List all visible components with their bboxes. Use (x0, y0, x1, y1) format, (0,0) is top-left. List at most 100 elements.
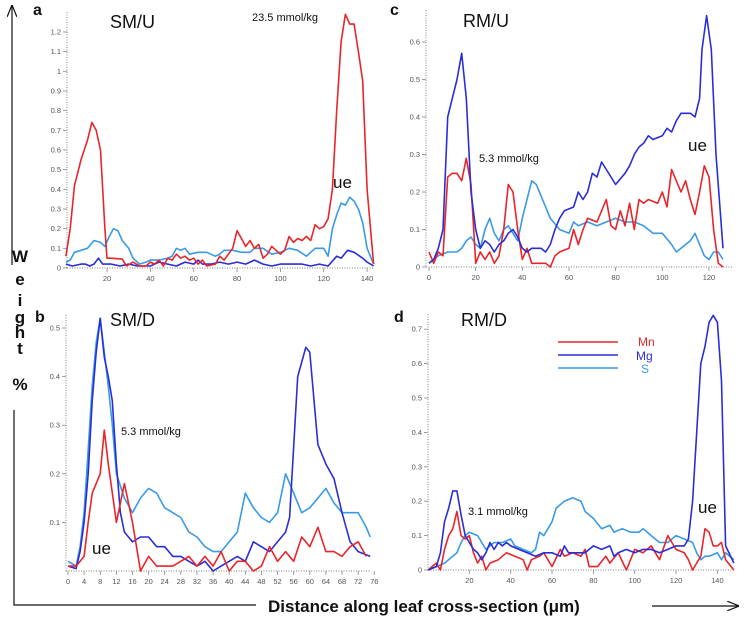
x-tick-label: 48 (257, 577, 265, 586)
y-tick-label: 0.6 (51, 145, 61, 154)
x-tick-label: 140 (711, 576, 724, 585)
y-tick-label: 0.5 (412, 394, 422, 403)
y-tick-label: 0.4 (50, 372, 60, 381)
y-tick-label: 0.2 (50, 469, 60, 478)
y-tick-label: 0.4 (412, 428, 422, 437)
y-tick-label: 0.4 (51, 185, 61, 194)
x-tick-label: 60 (190, 274, 198, 283)
x-tick-label: 40 (225, 577, 233, 586)
legend: Mn Mg S (558, 335, 655, 376)
y-axis-title: W e i g h t % (12, 247, 29, 394)
x-axis-title: Distance along leaf cross-section (μm) (268, 597, 580, 616)
x-tick-label: 20 (471, 273, 479, 282)
y-tick-label: 0.2 (412, 497, 422, 506)
x-tick-label: 44 (241, 577, 249, 586)
y-tick-label: 0.1 (50, 518, 60, 527)
x-tick-label: 12 (112, 577, 120, 586)
x-tick-label: 40 (507, 576, 515, 585)
ue-label-a: ue (333, 173, 352, 192)
y-tick-label: 0.6 (412, 359, 422, 368)
legend-label-s: S (641, 362, 649, 376)
series-line-mn (68, 429, 367, 572)
x-tick-label: 40 (518, 273, 526, 282)
panel-label-b: b (35, 309, 45, 326)
x-tick-label: 8 (98, 577, 102, 586)
x-tick-label: 140 (361, 274, 374, 283)
x-tick-label: 0 (66, 577, 70, 586)
annotation-c: 5.3 mmol/kg (479, 153, 539, 165)
x-tick-label: 64 (322, 577, 330, 586)
y-title-letter: t (17, 339, 23, 358)
legend-label-mg: Mg (636, 349, 653, 363)
y-tick-label: 1.1 (51, 47, 61, 56)
y-tick-label: 0.5 (51, 165, 61, 174)
series-line-mg (428, 14, 724, 264)
x-tick-label: 20 (103, 274, 111, 283)
annotation-a: 23.5 mmol/kg (252, 12, 318, 24)
panel-title-d: RM/D (461, 310, 507, 330)
series-line-mn (428, 157, 724, 268)
y-tick-label: 0.3 (50, 421, 60, 430)
panel-a: 0 0.1 0.2 0.3 0.4 0.5 0.6 0.7 0.8 0.9 1 1.1 1.2 20 40 6… (51, 12, 375, 283)
y-tick-label: 0.5 (410, 75, 420, 84)
y-tick-label: 0 (416, 263, 420, 272)
ue-label-d: ue (698, 498, 717, 517)
y-title-letter: W (12, 247, 29, 266)
panel-title-b: SM/D (110, 310, 155, 330)
x-tick-label: 100 (656, 273, 669, 282)
ue-label-b: ue (92, 539, 111, 558)
ue-label-c: ue (688, 136, 707, 155)
y-tick-label: 0.3 (51, 204, 61, 213)
y-tick-label: 0.1 (412, 531, 422, 540)
panel-title-a: SM/U (110, 12, 155, 32)
series-line-s (65, 196, 375, 265)
annotation-d: 3.1 mmol/kg (468, 506, 528, 518)
x-tick-label: 80 (611, 273, 619, 282)
y-title-letter: h (15, 323, 25, 342)
x-tick-label: 40 (146, 274, 154, 283)
x-tick-label: 120 (317, 274, 330, 283)
x-tick-label: 100 (628, 576, 641, 585)
y-tick-label: 1 (57, 67, 61, 76)
panel-c: 0 0.1 0.2 0.3 0.4 0.5 0.6 0 20 40 60 80 100 120 (410, 10, 733, 282)
x-tick-label: 120 (670, 576, 683, 585)
legend-label-mn: Mn (638, 335, 655, 349)
series-line-s (427, 496, 735, 571)
x-tick-label: 0 (427, 273, 431, 282)
x-tick-label: 36 (209, 577, 217, 586)
x-tick-label: 4 (82, 577, 86, 586)
y-tick-label: 0.6 (410, 38, 420, 47)
x-tick-label: 20 (144, 577, 152, 586)
x-tick-label: 60 (306, 577, 314, 586)
x-tick-label: 24 (161, 577, 169, 586)
x-tick-label: 72 (354, 577, 362, 586)
x-tick-label: 60 (565, 273, 573, 282)
panel-label-d: d (394, 309, 404, 326)
y-title-letter: i (18, 291, 23, 310)
y-tick-label: 0.3 (410, 150, 420, 159)
series-line-mg (65, 249, 375, 267)
y-tick-label: 1.2 (51, 27, 61, 36)
panel-label-c: c (390, 2, 399, 19)
figure-frame-line (13, 410, 256, 606)
panel-d: 0 0.1 0.2 0.3 0.4 0.5 0.6 0.7 20 40 60 80 100 120 140 (412, 314, 735, 585)
x-tick-label: 16 (128, 577, 136, 586)
y-tick-label: 0.1 (410, 225, 420, 234)
y-tick-label: 0.8 (51, 106, 61, 115)
x-tick-label: 80 (233, 274, 241, 283)
y-tick-label: 0.9 (51, 86, 61, 95)
x-tick-label: 60 (548, 576, 556, 585)
y-tick-label: 0.2 (51, 224, 61, 233)
annotation-b: 5.3 mmol/kg (121, 426, 181, 438)
series-line-mn (65, 13, 375, 267)
y-tick-label: 0 (57, 264, 61, 273)
x-tick-label: 100 (274, 274, 287, 283)
y-title-letter: e (15, 270, 24, 289)
series-line-mg (427, 314, 735, 571)
y-tick-label: 0.4 (410, 113, 420, 122)
y-tick-label: 0.3 (412, 462, 422, 471)
x-tick-label: 56 (290, 577, 298, 586)
y-title-letter: % (12, 375, 27, 394)
x-tick-label: 76 (370, 577, 378, 586)
